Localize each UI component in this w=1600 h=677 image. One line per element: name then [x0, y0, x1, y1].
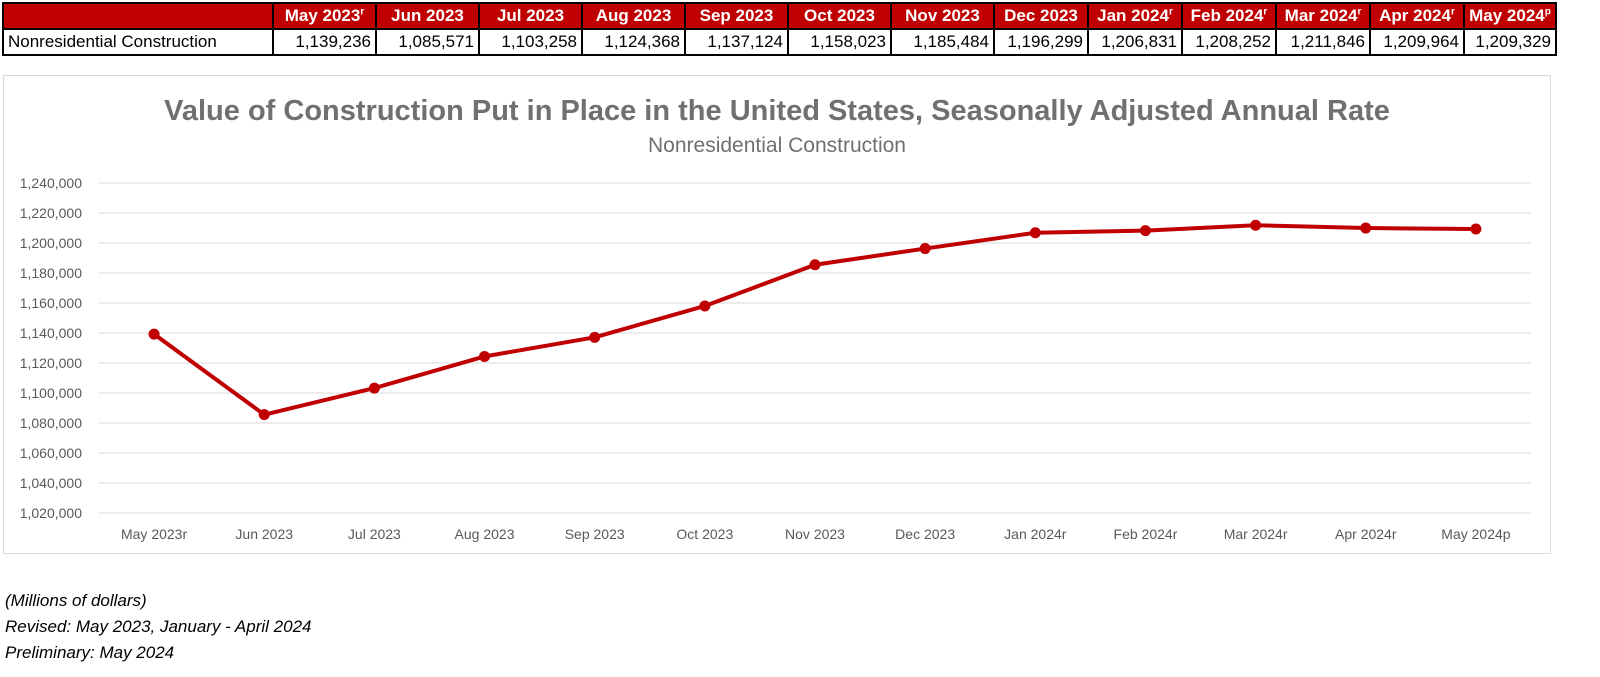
data-point: [699, 300, 711, 312]
y-tick-label: 1,040,000: [20, 475, 82, 491]
footnotes: (Millions of dollars) Revised: May 2023,…: [5, 588, 311, 666]
table-cell: 1,103,258: [478, 28, 583, 56]
column-header: Jan 2024r: [1087, 2, 1183, 30]
chart-area: Value of Construction Put in Place in th…: [3, 75, 1551, 554]
y-tick-label: 1,180,000: [20, 265, 82, 281]
data-point: [1029, 227, 1041, 239]
table-cell: 1,085,571: [375, 28, 480, 56]
column-header: Aug 2023: [581, 2, 686, 30]
x-tick-label: May 2023r: [121, 526, 187, 542]
table-cell: 1,139,236: [272, 28, 377, 56]
column-header: Mar 2024r: [1275, 2, 1371, 30]
column-header: Nov 2023: [890, 2, 995, 30]
column-header: Sep 2023: [684, 2, 789, 30]
table-cell: 1,185,484: [890, 28, 995, 56]
x-tick-label: Dec 2023: [895, 526, 955, 542]
y-tick-label: 1,160,000: [20, 295, 82, 311]
gridlines: [99, 182, 1531, 514]
table-corner-cell: [2, 2, 274, 30]
table-cell: 1,209,964: [1369, 28, 1465, 56]
data-point: [809, 259, 821, 271]
table-header-row: May 2023r Jun 2023 Jul 2023 Aug 2023 Sep…: [2, 2, 1557, 30]
chart-subtitle: Nonresidential Construction: [648, 134, 906, 157]
x-tick-label: Jan 2024r: [1004, 526, 1067, 542]
column-header: May 2023r: [272, 2, 377, 30]
data-point: [1360, 222, 1372, 234]
table-cell: 1,209,329: [1463, 28, 1557, 56]
x-tick-label: Nov 2023: [785, 526, 845, 542]
y-axis-ticks: 1,020,000 1,040,000 1,060,000 1,080,000 1,10…: [20, 175, 82, 521]
x-tick-label: Sep 2023: [565, 526, 625, 542]
table-cell: 1,137,124: [684, 28, 789, 56]
revised-note: Revised: May 2023, January - April 2024: [5, 617, 312, 636]
column-header: Apr 2024r: [1369, 2, 1465, 30]
line-chart: Value of Construction Put in Place in th…: [20, 95, 1531, 542]
column-header: Oct 2023: [787, 2, 892, 30]
data-point: [368, 382, 380, 394]
y-tick-label: 1,220,000: [20, 205, 82, 221]
y-tick-label: 1,200,000: [20, 235, 82, 251]
data-point: [148, 328, 160, 340]
table-cell: 1,206,831: [1087, 28, 1183, 56]
x-axis-ticks: May 2023r Jun 2023 Jul 2023 Aug 2023 Sep 202…: [121, 526, 1511, 542]
data-point: [1250, 219, 1262, 231]
data-point: [1470, 223, 1482, 235]
table-cell: 1,124,368: [581, 28, 686, 56]
series-line: [152, 223, 1478, 417]
chart-title: Value of Construction Put in Place in th…: [164, 95, 1390, 127]
units-note: (Millions of dollars): [5, 591, 147, 610]
y-tick-label: 1,120,000: [20, 355, 82, 371]
data-table: May 2023r Jun 2023 Jul 2023 Aug 2023 Sep…: [2, 2, 1557, 56]
x-tick-label: Apr 2024r: [1335, 526, 1397, 542]
x-tick-label: Mar 2024r: [1224, 526, 1288, 542]
y-tick-label: 1,060,000: [20, 445, 82, 461]
y-tick-label: 1,140,000: [20, 325, 82, 341]
table-cell: 1,196,299: [993, 28, 1089, 56]
x-tick-label: Jun 2023: [235, 526, 293, 542]
x-tick-label: Feb 2024r: [1114, 526, 1178, 542]
table-row: Nonresidential Construction 1,139,236 1,…: [2, 28, 1557, 56]
table-cell: 1,208,252: [1181, 28, 1277, 56]
series-nonresidential: [148, 219, 1482, 421]
column-header: May 2024p: [1463, 2, 1557, 30]
column-header: Jun 2023: [375, 2, 480, 30]
y-tick-label: 1,080,000: [20, 415, 82, 431]
y-tick-label: 1,100,000: [20, 385, 82, 401]
table-cell: 1,211,846: [1275, 28, 1371, 56]
x-tick-label: May 2024p: [1441, 526, 1510, 542]
row-label: Nonresidential Construction: [2, 28, 274, 56]
y-tick-label: 1,240,000: [20, 175, 82, 191]
x-tick-label: Oct 2023: [676, 526, 733, 542]
column-header: Jul 2023: [478, 2, 583, 30]
table-cell: 1,158,023: [787, 28, 892, 56]
column-header: Dec 2023: [993, 2, 1089, 30]
x-tick-label: Jul 2023: [348, 526, 401, 542]
y-tick-label: 1,020,000: [20, 505, 82, 521]
data-point: [479, 350, 491, 362]
data-point: [919, 243, 931, 255]
preliminary-note: Preliminary: May 2024: [5, 643, 175, 662]
column-header: Feb 2024r: [1181, 2, 1277, 30]
x-tick-label: Aug 2023: [455, 526, 515, 542]
data-point: [589, 331, 601, 343]
data-point: [1139, 225, 1151, 237]
data-point: [258, 409, 270, 421]
